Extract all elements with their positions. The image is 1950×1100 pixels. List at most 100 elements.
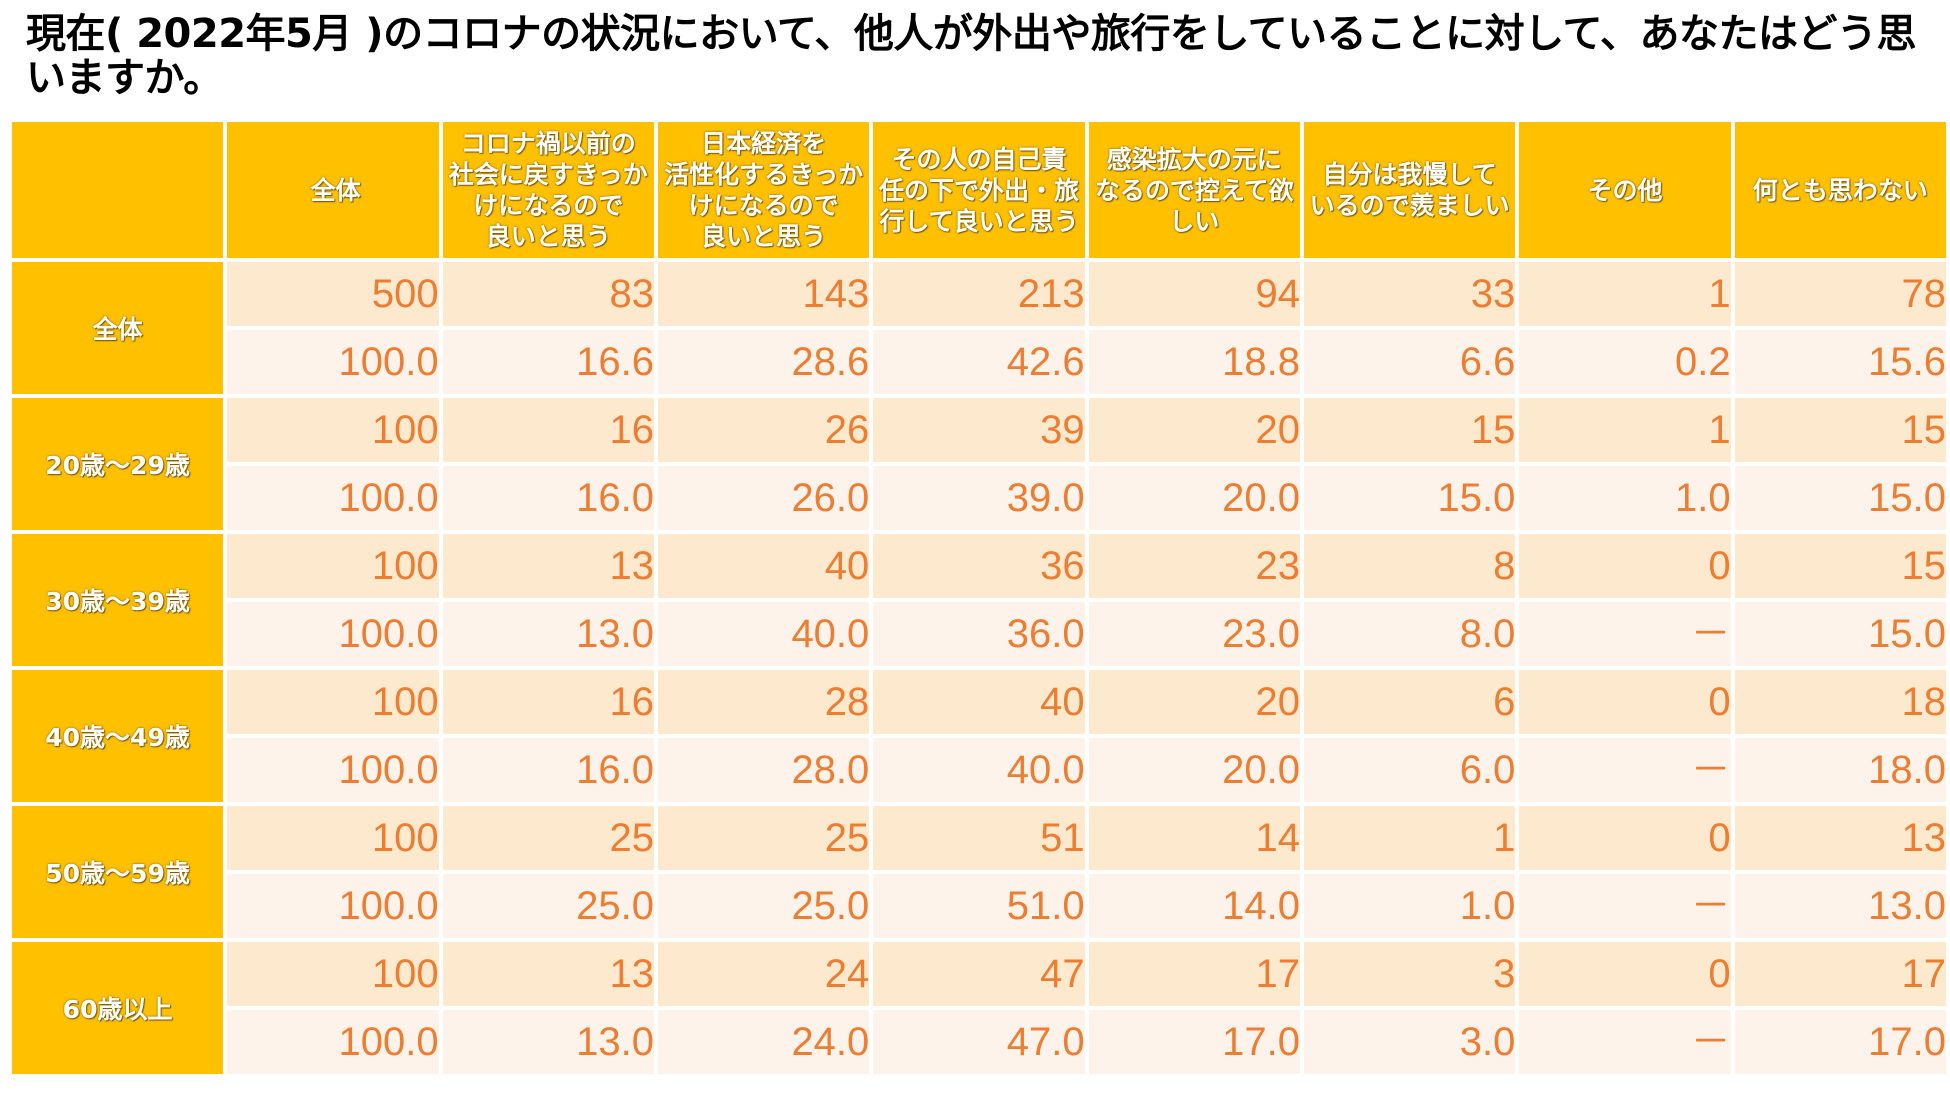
table-row-count: 全体 500 83 143 213 94 33 1 78 [12, 262, 1946, 394]
column-header-line: 任の下で外出・旅 [878, 175, 1079, 205]
table-row-percent: 100.0 16.6 28.6 42.6 18.8 6.6 0.2 15.6 [12, 330, 1946, 394]
percent-cell: 17.0 [1088, 1010, 1300, 1074]
percent-cell: 51.0 [873, 874, 1085, 938]
percent-cell: 18.0 [1734, 738, 1946, 802]
percent-cell: 20.0 [1088, 466, 1300, 530]
count-cell: 13 [442, 534, 654, 598]
column-header-line: けになるので [688, 191, 839, 220]
percent-cell: 100.0 [227, 1010, 439, 1074]
percent-cell: 8.0 [1303, 602, 1516, 666]
count-cell: 16 [442, 670, 654, 734]
count-cell: 143 [657, 262, 870, 326]
row-group-label: 40歳～49歳 [12, 670, 224, 802]
count-cell: 100 [227, 806, 439, 870]
count-cell: 25 [657, 806, 870, 870]
column-header: 自分は我慢して いるので羨ましい [1303, 122, 1516, 258]
count-cell: 100 [227, 942, 439, 1006]
column-header-line: コロナ禍以前の [460, 129, 636, 158]
column-header-line: いるので羨ましい [1309, 191, 1510, 220]
percent-cell: 40.0 [873, 738, 1085, 802]
count-cell: 26 [657, 398, 870, 462]
count-cell: 0 [1519, 806, 1731, 870]
count-cell: 13 [442, 942, 654, 1006]
percent-cell: 42.6 [873, 330, 1085, 394]
column-header: 全体 [227, 122, 439, 258]
column-header: 何とも思わない [1734, 122, 1946, 258]
count-cell: 0 [1519, 534, 1731, 598]
count-cell: 40 [873, 670, 1085, 734]
column-header-line: 社会に戻すきっか [448, 160, 648, 189]
column-header: その他 [1519, 122, 1731, 258]
percent-cell: 100.0 [227, 738, 439, 802]
count-cell: 83 [442, 262, 654, 326]
count-cell: 36 [873, 534, 1085, 598]
percent-cell: － [1519, 1010, 1731, 1074]
count-cell: 1 [1519, 398, 1731, 462]
percent-cell: 14.0 [1088, 874, 1300, 938]
percent-cell: 40.0 [657, 602, 870, 666]
percent-cell: － [1519, 738, 1731, 802]
count-cell: 213 [873, 262, 1085, 326]
count-cell: 3 [1303, 942, 1516, 1006]
column-header: その人の自己責 任の下で外出・旅 行して良いと思う [873, 122, 1085, 258]
percent-cell: 13.0 [1734, 874, 1946, 938]
percent-cell: 28.6 [657, 330, 870, 394]
percent-cell: 25.0 [657, 874, 870, 938]
corner-header-cell [12, 122, 224, 258]
row-group-label: 60歳以上 [12, 942, 224, 1074]
page-title: 現在( 2022年5月 )のコロナの状況において、他人が外出や旅行をしていること… [26, 11, 1916, 101]
percent-cell: 16.0 [442, 738, 654, 802]
percent-cell: － [1519, 602, 1731, 666]
table-row-count: 20歳～29歳 100 16 26 39 20 15 1 15 [12, 398, 1946, 530]
count-cell: 28 [657, 670, 870, 734]
column-header-line: 自分は我慢して [1322, 160, 1497, 189]
count-cell: 17 [1734, 942, 1946, 1006]
row-group-label: 50歳～59歳 [12, 806, 224, 938]
table-row-percent: 100.0 13.0 24.0 47.0 17.0 3.0 － 17.0 [12, 1010, 1946, 1074]
percent-cell: 100.0 [227, 330, 439, 394]
percent-cell: 15.0 [1734, 466, 1946, 530]
percent-cell: 26.0 [657, 466, 870, 530]
column-header-line: 全体 [310, 175, 361, 205]
count-cell: 6 [1303, 670, 1516, 734]
count-cell: 1 [1519, 262, 1731, 326]
header-row: 全体 コロナ禍以前の 社会に戻すきっか けになるので 良いと思う 日本経済を 活性化するきっ… [12, 122, 1946, 258]
column-header-line: 活性化するきっか [664, 160, 864, 189]
count-cell: 15 [1734, 534, 1946, 598]
column-header-line: しい [1169, 206, 1220, 236]
percent-cell: 39.0 [873, 466, 1085, 530]
percent-cell: 17.0 [1734, 1010, 1946, 1074]
column-header-line: 日本経済を [701, 129, 827, 158]
count-cell: 18 [1734, 670, 1946, 734]
count-cell: 17 [1088, 942, 1300, 1006]
column-header-line: その他 [1587, 175, 1663, 205]
row-group-label: 20歳～29歳 [12, 398, 224, 530]
percent-cell: 15.6 [1734, 330, 1946, 394]
percent-cell: 13.0 [442, 602, 654, 666]
percent-cell: 13.0 [442, 1010, 654, 1074]
count-cell: 47 [873, 942, 1085, 1006]
column-header-line: 感染拡大の元に [1106, 144, 1282, 174]
percent-cell: 24.0 [657, 1010, 870, 1074]
table-row-count: 40歳～49歳 100 16 28 40 20 6 0 18 [12, 670, 1946, 802]
percent-cell: 1.0 [1519, 466, 1731, 530]
percent-cell: 23.0 [1088, 602, 1300, 666]
count-cell: 0 [1519, 670, 1731, 734]
column-header-line: 良いと思う [485, 222, 611, 251]
column-header-line: けになるので [473, 191, 624, 220]
percent-cell: 16.6 [442, 330, 654, 394]
count-cell: 94 [1088, 262, 1300, 326]
column-header-line: 行して良いと思う [879, 206, 1079, 236]
table-row-percent: 100.0 16.0 26.0 39.0 20.0 15.0 1.0 15.0 [12, 466, 1946, 530]
count-cell: 15 [1734, 398, 1946, 462]
column-header: コロナ禍以前の 社会に戻すきっか けになるので 良いと思う [442, 122, 654, 258]
count-cell: 1 [1303, 806, 1516, 870]
table-row-count: 30歳～39歳 100 13 40 36 23 8 0 15 [12, 534, 1946, 666]
percent-cell: 36.0 [873, 602, 1085, 666]
survey-table: 全体 コロナ禍以前の 社会に戻すきっか けになるので 良いと思う 日本経済を 活性化するきっ… [8, 118, 1950, 1078]
count-cell: 500 [227, 262, 439, 326]
count-cell: 100 [227, 398, 439, 462]
count-cell: 39 [873, 398, 1085, 462]
column-header: 日本経済を 活性化するきっか けになるので 良いと思う [657, 122, 870, 258]
table-row-count: 50歳～59歳 100 25 25 51 14 1 0 13 [12, 806, 1946, 938]
